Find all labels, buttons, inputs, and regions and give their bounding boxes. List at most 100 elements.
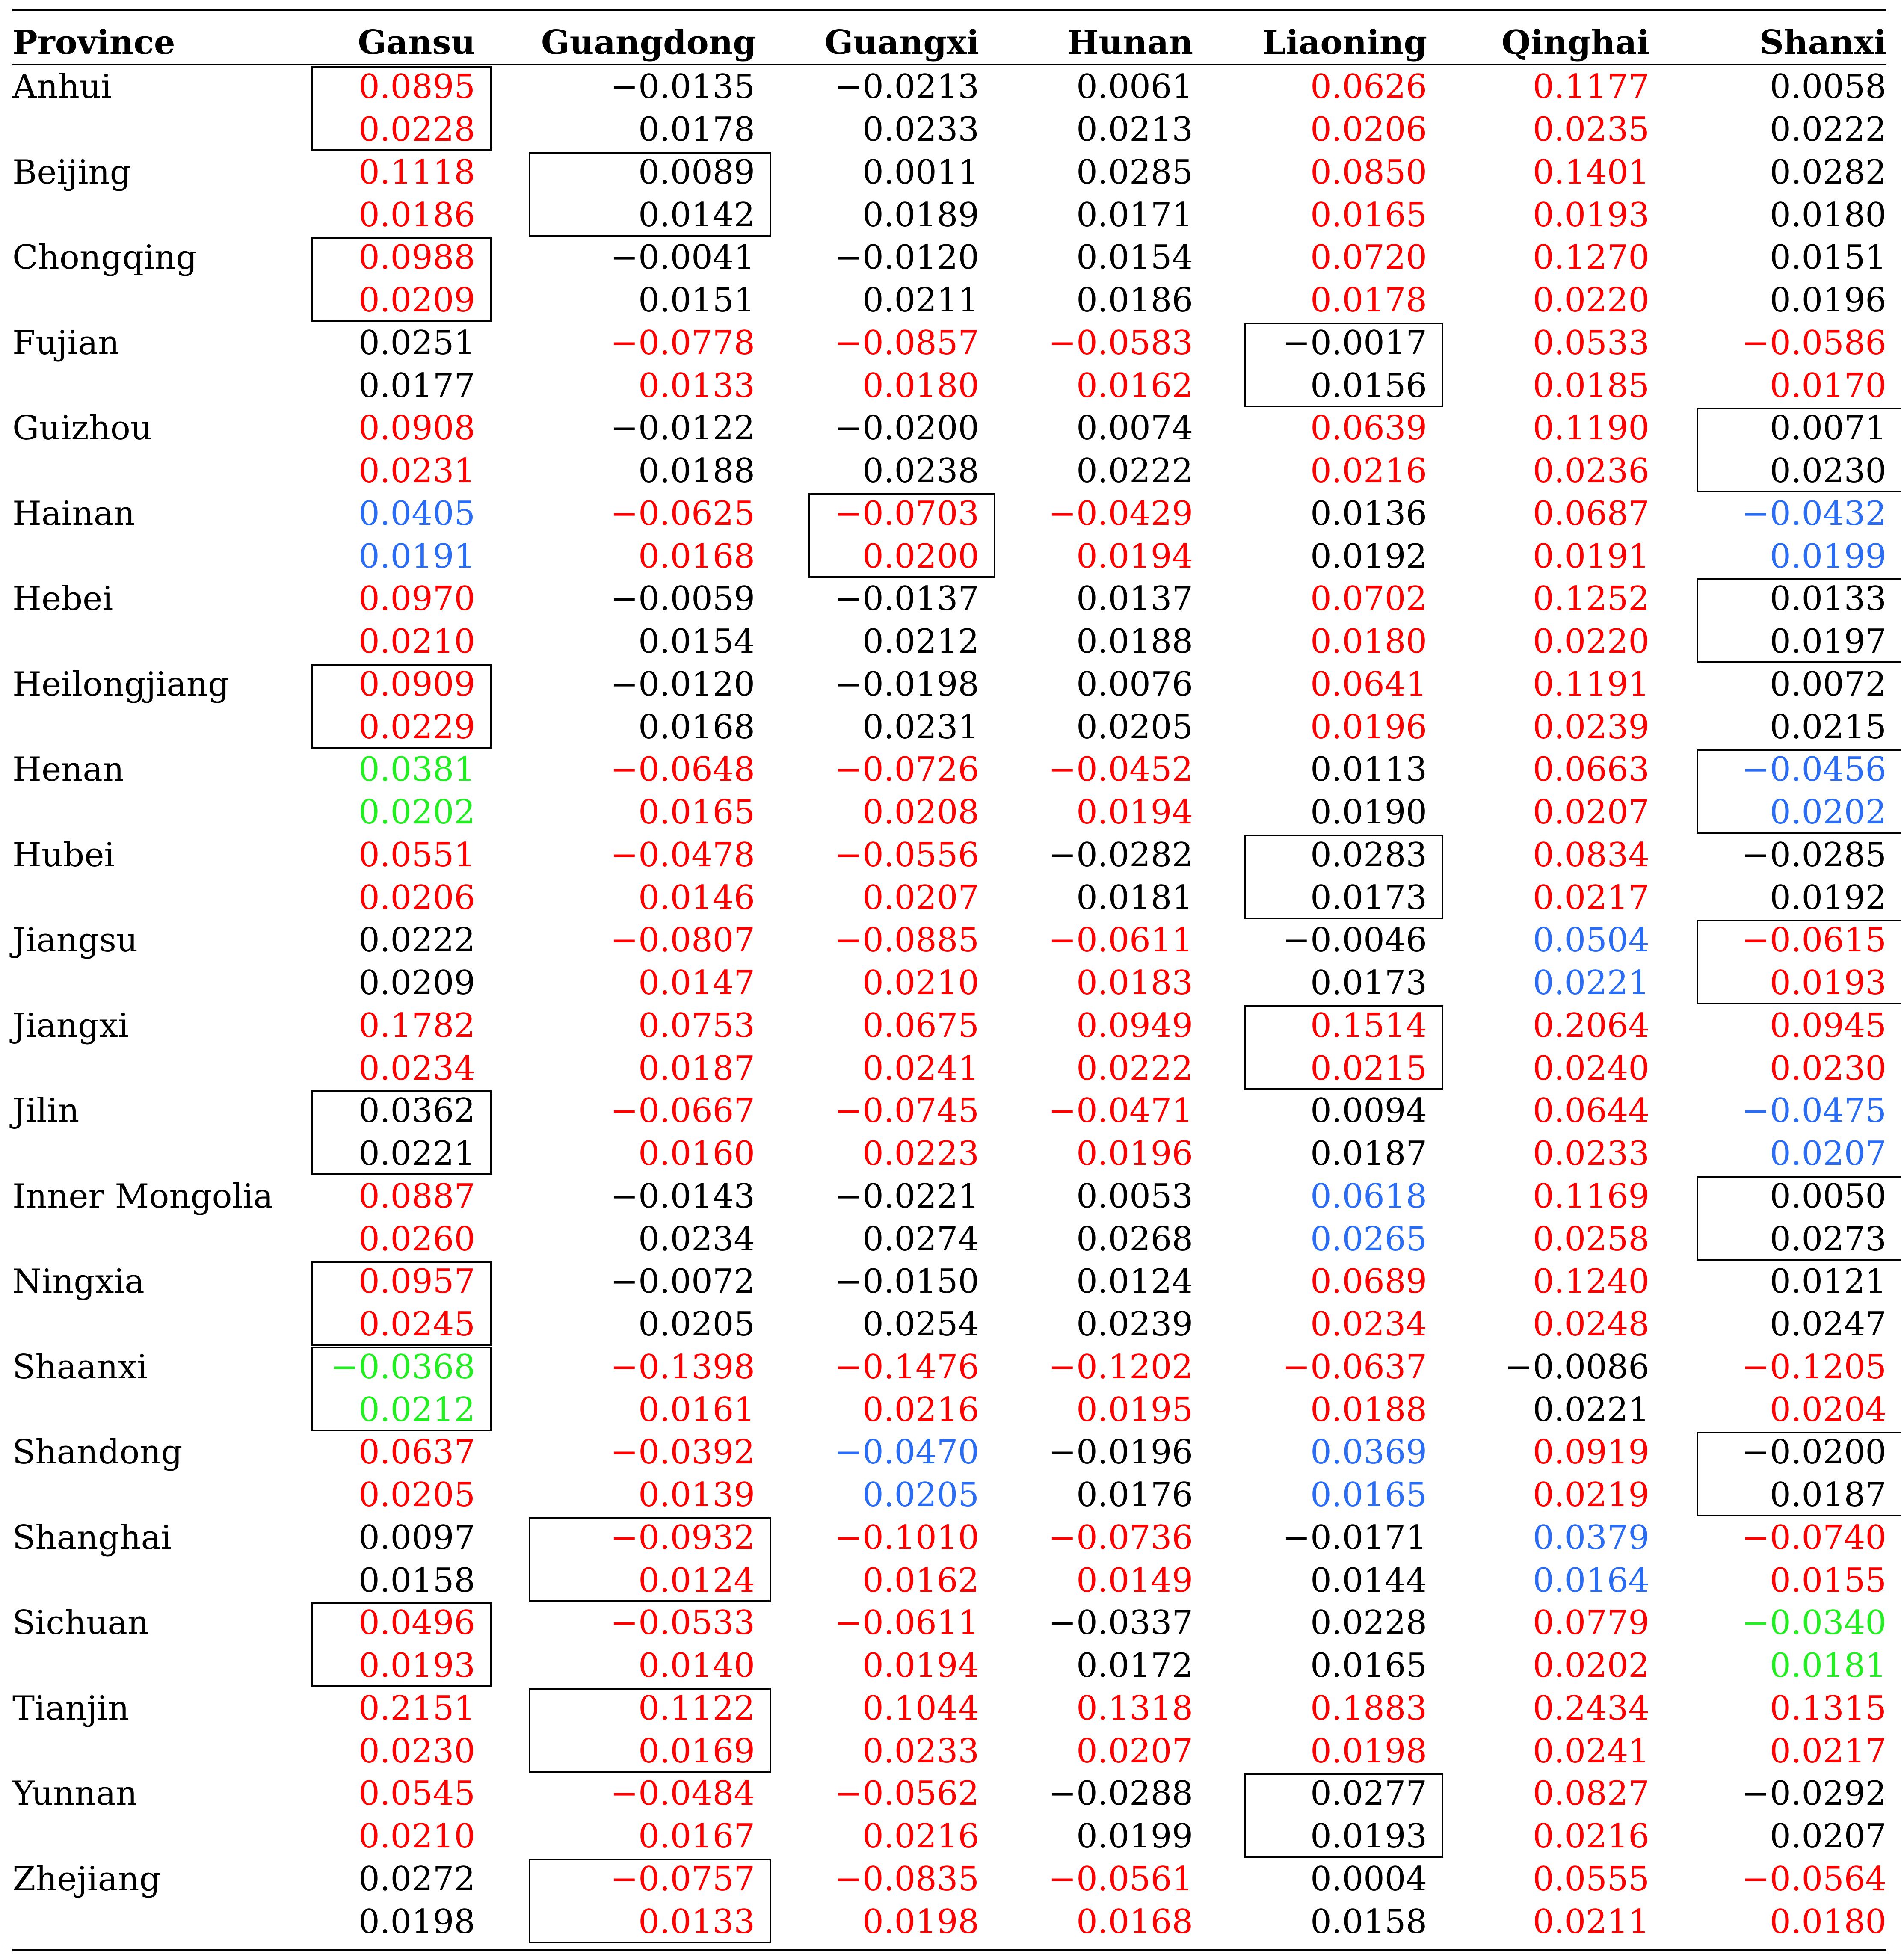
std-error-cell: 0.0236 <box>1533 452 1649 490</box>
std-error-cell: 0.0240 <box>1533 1049 1649 1088</box>
std-error-cell: 0.0173 <box>1310 964 1427 1002</box>
std-error-cell: 0.0168 <box>638 537 755 576</box>
std-error-cell: 0.0222 <box>1076 452 1193 490</box>
std-error-cell: 0.0196 <box>1770 281 1886 320</box>
std-error-cell: 0.0193 <box>1533 195 1649 234</box>
std-error-cell: 0.0199 <box>1076 1817 1193 1856</box>
std-error-cell: 0.0183 <box>1076 964 1193 1002</box>
row-label-hebei: Hebei <box>12 580 113 618</box>
coefficient-cell: 0.0004 <box>1310 1859 1427 1898</box>
std-error-cell: 0.0215 <box>1770 708 1886 746</box>
std-error-cell: 0.0208 <box>862 793 979 832</box>
header-rule <box>12 64 1886 65</box>
std-error-cell: 0.0168 <box>638 708 755 746</box>
coefficient-cell: 0.0850 <box>1310 153 1427 192</box>
coefficient-cell: −0.0615 <box>1741 921 1886 959</box>
coefficient-cell: −0.0072 <box>610 1262 755 1301</box>
coefficient-cell: −0.0288 <box>1048 1774 1193 1813</box>
coefficient-cell: −0.0221 <box>834 1177 979 1216</box>
coefficient-cell: 0.0637 <box>358 1433 475 1471</box>
coefficient-cell: −0.0429 <box>1048 494 1193 533</box>
coefficient-cell: 0.0988 <box>358 238 475 277</box>
std-error-cell: 0.0216 <box>862 1390 979 1429</box>
coefficient-cell: −0.0432 <box>1741 494 1886 533</box>
std-error-cell: 0.0181 <box>1770 1646 1886 1685</box>
coefficient-cell: 0.1782 <box>358 1006 475 1045</box>
coefficient-cell: 0.0720 <box>1310 238 1427 277</box>
std-error-cell: 0.0180 <box>1770 1902 1886 1941</box>
row-label-yunnan: Yunnan <box>12 1774 138 1813</box>
std-error-cell: 0.0207 <box>1076 1732 1193 1771</box>
std-error-cell: 0.0187 <box>1310 1134 1427 1173</box>
coefficient-cell: −0.0740 <box>1741 1518 1886 1557</box>
coefficient-cell: 0.0919 <box>1533 1433 1649 1471</box>
std-error-cell: 0.0241 <box>862 1049 979 1088</box>
coefficient-cell: 0.1883 <box>1310 1689 1427 1728</box>
coefficient-cell: −0.0637 <box>1282 1347 1427 1386</box>
coefficient-cell: 0.0285 <box>1076 153 1193 192</box>
coefficient-cell: 0.0074 <box>1076 409 1193 447</box>
coefficient-cell: 0.2064 <box>1533 1006 1649 1045</box>
coefficient-cell: 0.0379 <box>1533 1518 1649 1557</box>
std-error-cell: 0.0248 <box>1533 1305 1649 1344</box>
std-error-cell: 0.0217 <box>1770 1732 1886 1771</box>
coefficient-cell: 0.0675 <box>862 1006 979 1045</box>
coefficient-cell: −0.0392 <box>610 1433 755 1471</box>
std-error-cell: 0.0156 <box>1310 366 1427 405</box>
std-error-cell: 0.0205 <box>638 1305 755 1344</box>
std-error-cell: 0.0268 <box>1076 1220 1193 1258</box>
header-shanxi: Shanxi <box>1759 23 1886 62</box>
coefficient-cell: 0.0641 <box>1310 665 1427 704</box>
std-error-cell: 0.0195 <box>1076 1390 1193 1429</box>
std-error-cell: 0.0273 <box>1770 1220 1886 1258</box>
std-error-cell: 0.0219 <box>1533 1476 1649 1514</box>
std-error-cell: 0.0207 <box>1770 1134 1886 1173</box>
row-label-inner-mongolia: Inner Mongolia <box>12 1177 273 1216</box>
std-error-cell: 0.0142 <box>638 195 755 234</box>
std-error-cell: 0.0206 <box>358 878 475 917</box>
std-error-cell: 0.0180 <box>1310 622 1427 661</box>
std-error-cell: 0.0190 <box>1310 793 1427 832</box>
row-label-tianjin: Tianjin <box>12 1689 130 1728</box>
std-error-cell: 0.0176 <box>1076 1476 1193 1514</box>
std-error-cell: 0.0221 <box>1533 1390 1649 1429</box>
std-error-cell: 0.0231 <box>358 452 475 490</box>
std-error-cell: 0.0169 <box>638 1732 755 1771</box>
row-label-anhui: Anhui <box>12 68 112 106</box>
coefficient-cell: 0.0071 <box>1770 409 1886 447</box>
coefficient-cell: −0.0556 <box>834 835 979 874</box>
std-error-cell: 0.0198 <box>1310 1732 1427 1771</box>
std-error-cell: 0.0213 <box>1076 110 1193 149</box>
coefficient-cell: 0.0277 <box>1310 1774 1427 1813</box>
std-error-cell: 0.0178 <box>638 110 755 149</box>
coefficient-cell: −0.0778 <box>610 323 755 362</box>
std-error-cell: 0.0173 <box>1310 878 1427 917</box>
std-error-cell: 0.0204 <box>1770 1390 1886 1429</box>
coefficient-cell: −0.0122 <box>610 409 755 447</box>
std-error-cell: 0.0161 <box>638 1390 755 1429</box>
std-error-cell: 0.0160 <box>638 1134 755 1173</box>
std-error-cell: 0.0245 <box>358 1305 475 1344</box>
std-error-cell: 0.0186 <box>1076 281 1193 320</box>
std-error-cell: 0.0199 <box>1770 537 1886 576</box>
coefficient-cell: 0.0369 <box>1310 1433 1427 1471</box>
coefficient-cell: 0.0228 <box>1310 1604 1427 1642</box>
coefficient-cell: 0.0076 <box>1076 665 1193 704</box>
coefficient-cell: 0.2151 <box>358 1689 475 1728</box>
coefficient-cell: −0.0745 <box>834 1092 979 1130</box>
results-table: Province Gansu Guangdong Guangxi Hunan Liaon… <box>12 9 1901 1951</box>
std-error-cell: 0.0234 <box>1310 1305 1427 1344</box>
coefficient-cell: 0.1315 <box>1770 1689 1886 1728</box>
coefficient-cell: −0.0292 <box>1741 1774 1886 1813</box>
std-error-cell: 0.0192 <box>1770 878 1886 917</box>
std-error-cell: 0.0180 <box>1770 195 1886 234</box>
std-error-cell: 0.0207 <box>1533 793 1649 832</box>
row-label-guizhou: Guizhou <box>12 409 152 447</box>
coefficient-cell: −0.0143 <box>610 1177 755 1216</box>
coefficient-cell: −0.0282 <box>1048 835 1193 874</box>
std-error-cell: 0.0165 <box>1310 195 1427 234</box>
header-gansu: Gansu <box>358 23 476 62</box>
coefficient-cell: −0.0932 <box>610 1518 755 1557</box>
coefficient-cell: 0.0945 <box>1770 1006 1886 1045</box>
coefficient-cell: 0.0011 <box>862 153 979 192</box>
